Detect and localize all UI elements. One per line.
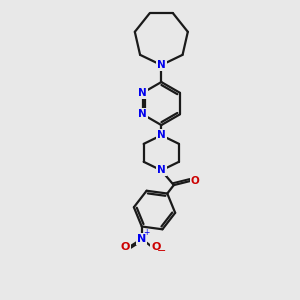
Text: −: − bbox=[157, 246, 166, 256]
Text: N: N bbox=[138, 88, 147, 98]
Text: N: N bbox=[157, 60, 166, 70]
Text: N: N bbox=[138, 109, 147, 119]
Text: N: N bbox=[157, 130, 166, 140]
Text: N: N bbox=[157, 165, 166, 176]
Text: O: O bbox=[121, 242, 130, 252]
Text: N: N bbox=[137, 234, 146, 244]
Text: O: O bbox=[152, 242, 161, 252]
Text: +: + bbox=[144, 228, 150, 237]
Text: O: O bbox=[191, 176, 200, 186]
